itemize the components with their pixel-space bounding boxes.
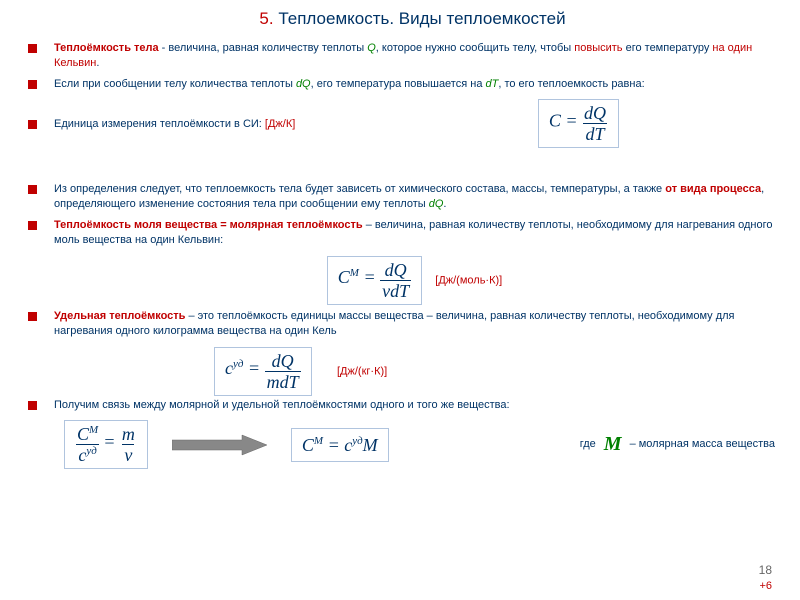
M-definition: где M – молярная масса вещества bbox=[580, 431, 775, 458]
formula-result: CM = cудM bbox=[291, 428, 389, 462]
slide-title: 5. Теплоемкость. Виды теплоемкостей bbox=[50, 8, 775, 31]
formula-CM: CM = dQνdT [Дж/(моль·К)] bbox=[50, 254, 775, 307]
arrow-icon bbox=[172, 434, 267, 456]
bullet-6: Удельная теплоёмкость – это теплоёмкость… bbox=[50, 309, 775, 339]
bullet-1: Теплоёмкость тела - величина, равная кол… bbox=[50, 41, 775, 71]
plus-indicator: +6 bbox=[759, 579, 772, 594]
bullet-4: Из определения следует, что теплоемкость… bbox=[50, 182, 775, 212]
formula-C: C = dQdT bbox=[538, 99, 619, 148]
formula-cud: cуд = dQmdT [Дж/(кг·К)] bbox=[210, 345, 775, 398]
si-line: Единица измерения теплоёмкости в СИ: [Дж… bbox=[50, 97, 775, 150]
title-number: 5. bbox=[259, 9, 273, 28]
relation-line: CM cуд = mν CM = cудM где M – молярная м… bbox=[60, 418, 775, 471]
bullet-5: Теплоёмкость моля вещества = молярная те… bbox=[50, 218, 775, 248]
bullet-7: Получим связь между молярной и удельной … bbox=[50, 398, 775, 413]
formula-ratio: CM cуд = mν bbox=[64, 420, 148, 469]
bullet-3: Единица измерения теплоёмкости в СИ: [Дж… bbox=[50, 117, 295, 132]
bullet-2: Если при сообщении телу количества тепло… bbox=[50, 77, 775, 92]
page-number: 18 bbox=[759, 562, 772, 578]
title-text: Теплоемкость. Виды теплоемкостей bbox=[278, 9, 565, 28]
